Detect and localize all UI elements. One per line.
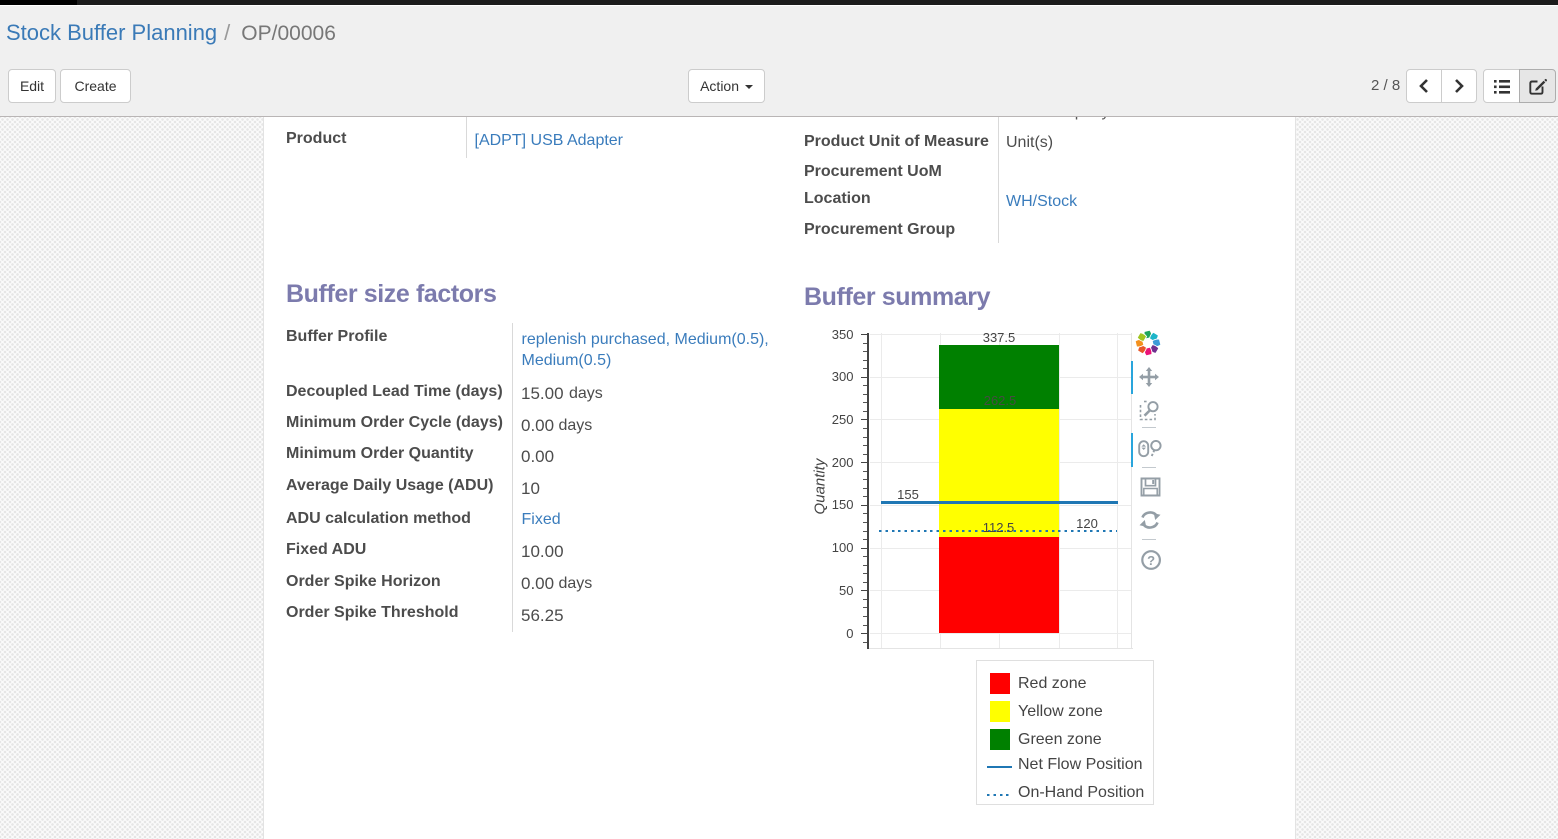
svg-text:?: ? <box>1147 553 1155 568</box>
